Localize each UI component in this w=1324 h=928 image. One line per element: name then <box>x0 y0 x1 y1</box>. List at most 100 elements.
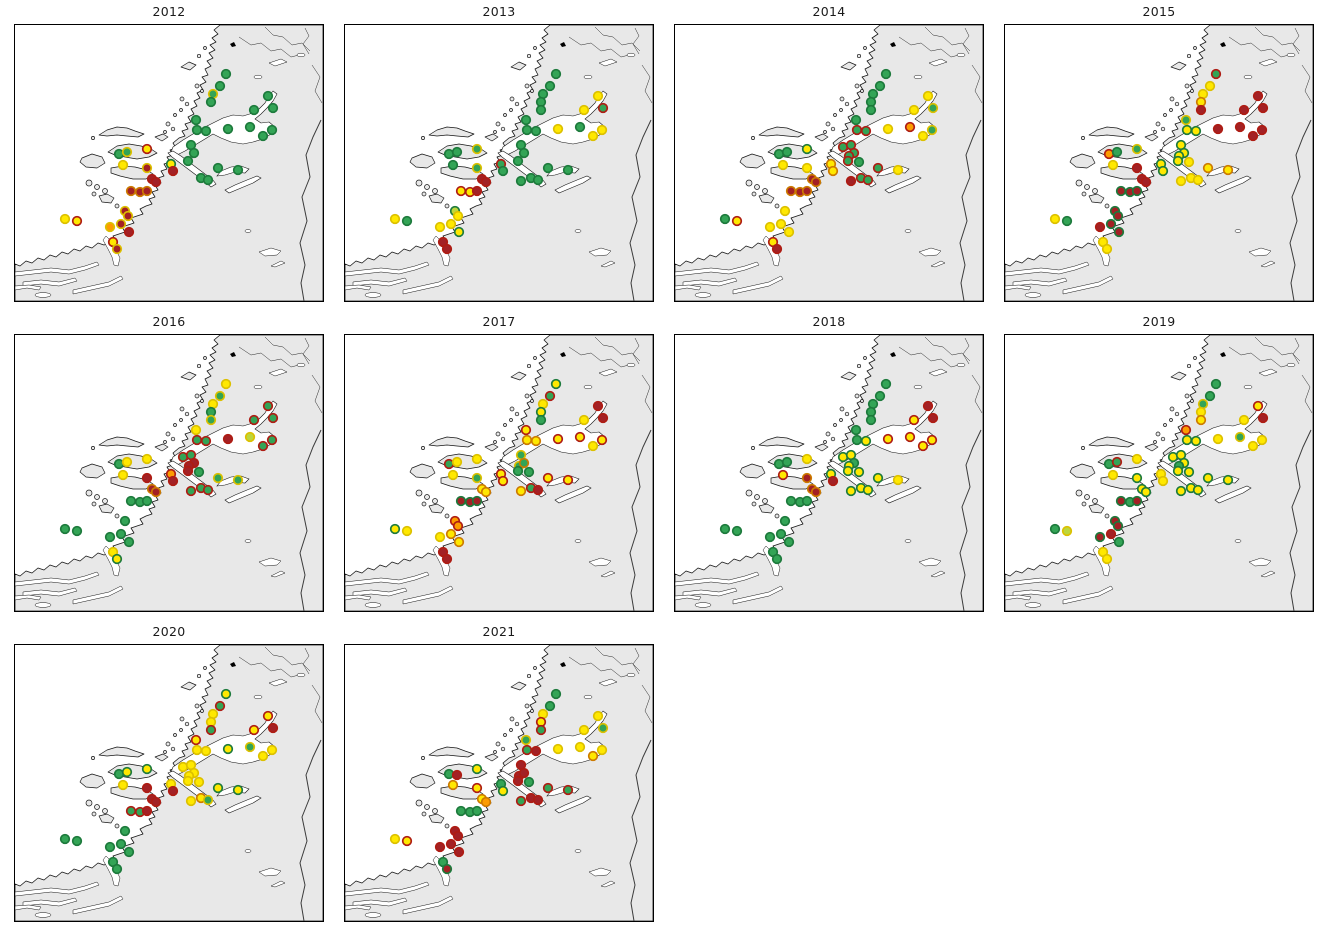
site-marker <box>1131 185 1143 197</box>
site-marker <box>1131 453 1143 465</box>
site-marker <box>892 474 904 486</box>
site-marker <box>257 750 269 762</box>
site-marker <box>455 805 467 817</box>
site-marker <box>785 495 797 507</box>
site-marker <box>578 414 590 426</box>
site-marker <box>471 143 483 155</box>
site-marker <box>200 745 212 757</box>
map-canvas <box>1004 24 1314 302</box>
site-marker <box>471 782 483 794</box>
site-marker <box>212 472 224 484</box>
map-panel-2014: 2014 <box>674 4 984 302</box>
site-marker <box>1183 156 1195 168</box>
site-marker <box>59 833 71 845</box>
site-marker <box>851 434 863 446</box>
site-marker <box>552 433 564 445</box>
site-marker <box>445 838 457 850</box>
site-marker <box>232 474 244 486</box>
site-marker <box>1195 414 1207 426</box>
site-marker <box>574 121 586 133</box>
site-marker <box>521 124 533 136</box>
site-marker <box>1094 531 1106 543</box>
site-marker <box>191 434 203 446</box>
site-marker <box>1202 162 1214 174</box>
site-marker <box>1247 440 1259 452</box>
site-marker <box>471 495 483 507</box>
site-marker <box>471 185 483 197</box>
site-marker <box>574 741 586 753</box>
site-marker <box>123 536 135 548</box>
site-marker <box>1049 523 1061 535</box>
site-marker <box>592 400 604 412</box>
site-marker <box>1212 433 1224 445</box>
site-marker <box>596 434 608 446</box>
site-marker <box>592 90 604 102</box>
site-marker <box>1257 412 1269 424</box>
site-marker <box>512 775 524 787</box>
site-marker <box>497 165 509 177</box>
site-marker <box>1131 472 1143 484</box>
panel-title: 2019 <box>1142 314 1176 329</box>
panel-title: 2021 <box>482 624 516 639</box>
site-marker <box>1131 495 1143 507</box>
site-marker <box>892 164 904 176</box>
site-marker <box>1140 176 1152 188</box>
site-marker <box>1238 414 1250 426</box>
site-marker <box>1202 472 1214 484</box>
site-marker <box>1131 143 1143 155</box>
site-marker <box>544 390 556 402</box>
site-marker <box>214 390 226 402</box>
site-marker <box>220 68 232 80</box>
site-marker <box>1180 114 1192 126</box>
site-marker <box>535 414 547 426</box>
site-marker <box>518 147 530 159</box>
map-panel-2016: 2016 <box>14 314 324 612</box>
site-markers <box>389 378 609 565</box>
map-canvas <box>344 644 654 922</box>
site-marker <box>1192 484 1204 496</box>
site-marker <box>562 474 574 486</box>
site-marker <box>222 123 234 135</box>
site-marker <box>191 124 203 136</box>
site-marker <box>185 795 197 807</box>
site-marker <box>1101 553 1113 565</box>
site-marker <box>222 743 234 755</box>
site-marker <box>125 805 137 817</box>
site-marker <box>578 104 590 116</box>
site-marker <box>188 147 200 159</box>
site-marker <box>471 162 483 174</box>
site-marker <box>532 174 544 186</box>
site-marker <box>452 830 464 842</box>
site-marker <box>908 104 920 116</box>
site-marker <box>1112 520 1124 532</box>
site-marker <box>550 68 562 80</box>
site-marker <box>523 776 535 788</box>
site-marker <box>810 486 822 498</box>
site-marker <box>872 162 884 174</box>
site-marker <box>59 213 71 225</box>
site-marker <box>121 766 133 778</box>
site-marker <box>801 472 813 484</box>
site-marker <box>71 215 83 227</box>
site-marker <box>1252 400 1264 412</box>
site-marker <box>267 722 279 734</box>
site-marker <box>220 378 232 390</box>
map-panel-2020: 2020 <box>14 624 324 922</box>
site-marker <box>550 688 562 700</box>
site-marker <box>202 484 214 496</box>
site-marker <box>781 456 793 468</box>
site-marker <box>119 515 131 527</box>
site-marker <box>111 863 123 875</box>
site-marker <box>1111 146 1123 158</box>
site-marker <box>926 124 938 136</box>
site-marker <box>214 700 226 712</box>
site-marker <box>205 414 217 426</box>
site-marker <box>266 434 278 446</box>
site-marker <box>441 553 453 565</box>
site-marker <box>845 485 857 497</box>
site-marker <box>1112 210 1124 222</box>
site-marker <box>592 710 604 722</box>
site-marker <box>521 434 533 446</box>
site-markers <box>389 68 609 255</box>
